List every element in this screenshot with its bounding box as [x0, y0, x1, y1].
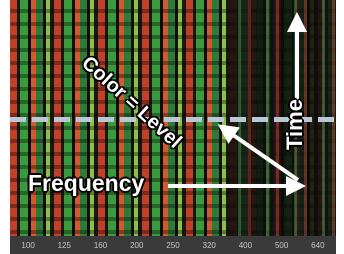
axis-label: 400 [239, 241, 252, 250]
frequency-axis: 100 125 160 200 250 320 400 500 640 [10, 236, 336, 254]
axis-label: 250 [166, 241, 179, 250]
axis-label: 640 [311, 241, 324, 250]
axis-label: 100 [21, 241, 34, 250]
axis-label: 160 [94, 241, 107, 250]
axis-label: 320 [203, 241, 216, 250]
waterfall-screenshot: Color = Level Time Frequency 10012516020… [0, 0, 344, 254]
axis-label: 125 [58, 241, 71, 250]
frequency-label: Frequency [28, 170, 144, 197]
time-label: Time [282, 99, 308, 150]
axis-label: 500 [275, 241, 288, 250]
axis-label: 200 [130, 241, 143, 250]
